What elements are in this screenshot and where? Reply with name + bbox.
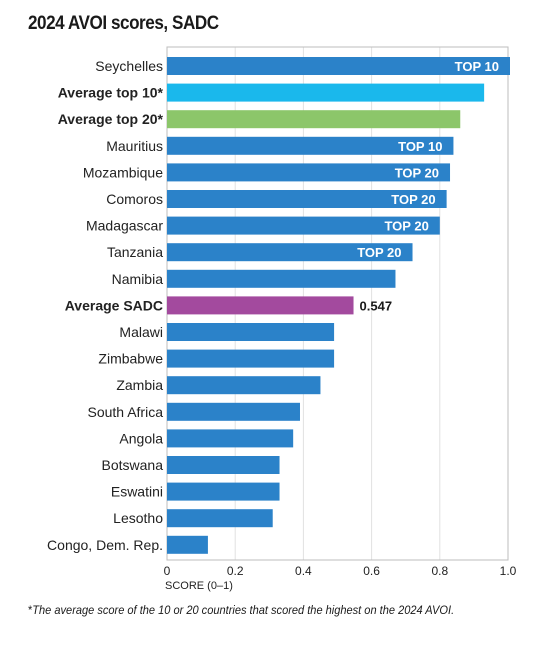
category-label: Botswana <box>102 457 164 473</box>
bar-seychelles <box>167 57 510 75</box>
bar-eswatini <box>167 482 280 501</box>
category-label: Eswatini <box>111 484 163 500</box>
x-tick-label: 0.4 <box>295 564 312 578</box>
category-label: Average top 20* <box>58 111 164 127</box>
bar-data-label: 0.547 <box>360 298 393 313</box>
category-label: Average SADC <box>65 297 163 313</box>
x-tick-label: 0.8 <box>431 564 448 578</box>
category-label: Zimbabwe <box>98 351 163 367</box>
bar-congo-dem-rep <box>167 535 208 554</box>
category-label: Tanzania <box>107 244 163 260</box>
bar-data-label: TOP 20 <box>391 192 435 207</box>
category-label: Mauritius <box>106 138 163 154</box>
category-label: Zambia <box>116 377 163 393</box>
category-label: South Africa <box>88 404 164 420</box>
footnote-text: The average score of the 10 or 20 countr… <box>32 603 455 617</box>
bar-chart: TOP 10 TOP 10 TOP 20 TOP 20 TOP 20 TOP 20 0.54… <box>47 46 517 592</box>
bars: TOP 10 TOP 10 TOP 20 TOP 20 TOP 20 TOP 20 0.54… <box>167 57 510 554</box>
bar-angola <box>167 429 294 448</box>
footnote: *The average score of the 10 or 20 count… <box>28 603 454 617</box>
bar-data-label: TOP 20 <box>395 165 439 180</box>
bar-mozambique <box>167 163 451 182</box>
x-tick-label: 1.0 <box>500 564 517 578</box>
category-label: Seychelles <box>95 58 163 74</box>
bar-data-label: TOP 10 <box>455 59 499 74</box>
bar-data-label: TOP 20 <box>384 219 428 234</box>
category-label: Madagascar <box>86 218 163 234</box>
bar-data-label: TOP 20 <box>357 245 401 260</box>
bar-malawi <box>167 323 335 341</box>
x-axis-title: SCORE (0–1) <box>165 580 233 592</box>
category-label: Congo, Dem. Rep. <box>47 537 163 553</box>
bar-zimbabwe <box>167 349 335 368</box>
bar-namibia <box>167 269 396 288</box>
bar-zambia <box>167 376 321 395</box>
category-label: Malawi <box>119 324 163 340</box>
x-tick-label: 0.6 <box>363 564 380 578</box>
footnote-mark: * <box>28 603 33 617</box>
bar-average-sadc <box>167 296 354 315</box>
category-label: Angola <box>119 430 163 446</box>
bar-comoros <box>167 190 447 208</box>
category-label: Comoros <box>106 191 163 207</box>
bar-average-top-10 <box>167 83 485 102</box>
category-label: Lesotho <box>113 510 163 526</box>
bar-tanzania <box>167 243 413 262</box>
x-tick-label: 0 <box>164 564 171 578</box>
bar-botswana <box>167 456 280 474</box>
bar-south-africa <box>167 402 300 421</box>
bar-data-label: TOP 10 <box>398 139 442 154</box>
bar-madagascar <box>167 216 440 235</box>
category-labels: Seychelles Average top 10* Average top 20*… <box>47 58 163 553</box>
x-axis: 0 0.2 0.4 0.6 0.8 1.0 SCORE (0–1) <box>164 564 517 592</box>
bar-average-top-20 <box>167 110 461 129</box>
category-label: Namibia <box>112 271 164 287</box>
category-label: Average top 10* <box>58 85 164 101</box>
bar-lesotho <box>167 509 273 528</box>
category-label: Mozambique <box>83 164 163 180</box>
bar-mauritius <box>167 136 454 155</box>
x-tick-label: 0.2 <box>227 564 244 578</box>
chart-title: 2024 AVOI scores, SADC <box>28 13 219 34</box>
